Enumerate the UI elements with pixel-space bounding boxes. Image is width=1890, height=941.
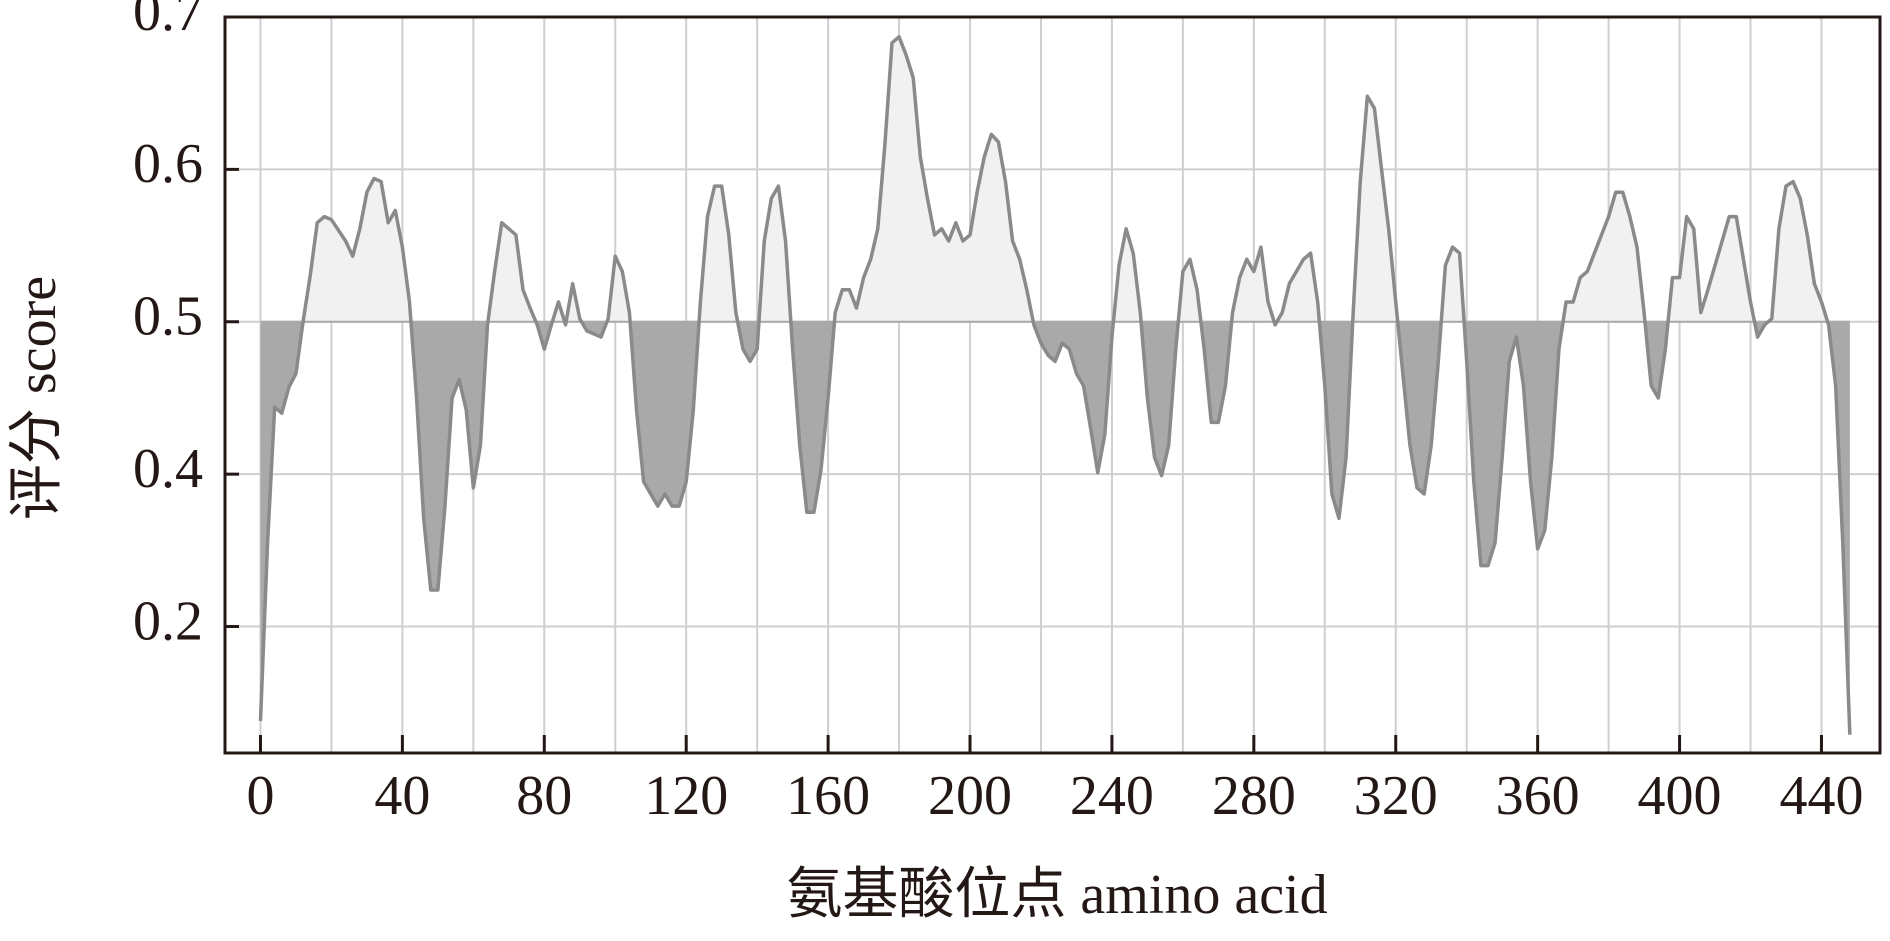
x-axis-label: 氨基酸位点 amino acid (786, 864, 1327, 926)
y-tick-label: 0.7 (133, 0, 203, 43)
x-tick-label: 280 (1212, 765, 1296, 827)
y-tick-label: 0.2 (133, 590, 203, 652)
y-tick-label: 0.5 (133, 286, 203, 348)
line (258, 35, 1852, 735)
y-axis-label: 评分 score (6, 276, 68, 520)
x-tick-label: 160 (786, 765, 870, 827)
x-tick-label: 320 (1354, 765, 1438, 827)
x-tick-label: 0 (246, 765, 274, 827)
x-tick-label: 440 (1779, 765, 1863, 827)
x-tick-label: 360 (1496, 765, 1580, 827)
area-above (303, 36, 1828, 322)
plot-frame (223, 15, 1882, 755)
x-tick-label: 120 (644, 765, 728, 827)
y-tick-label: 0.6 (133, 133, 203, 195)
x-tick-label: 240 (1070, 765, 1154, 827)
x-tick-label: 200 (928, 765, 1012, 827)
x-tick-label: 40 (374, 765, 430, 827)
x-tick-label: 400 (1638, 765, 1722, 827)
x-tick-label: 80 (516, 765, 572, 827)
y-tick-label: 0.4 (133, 438, 203, 500)
area-below (260, 321, 1850, 735)
